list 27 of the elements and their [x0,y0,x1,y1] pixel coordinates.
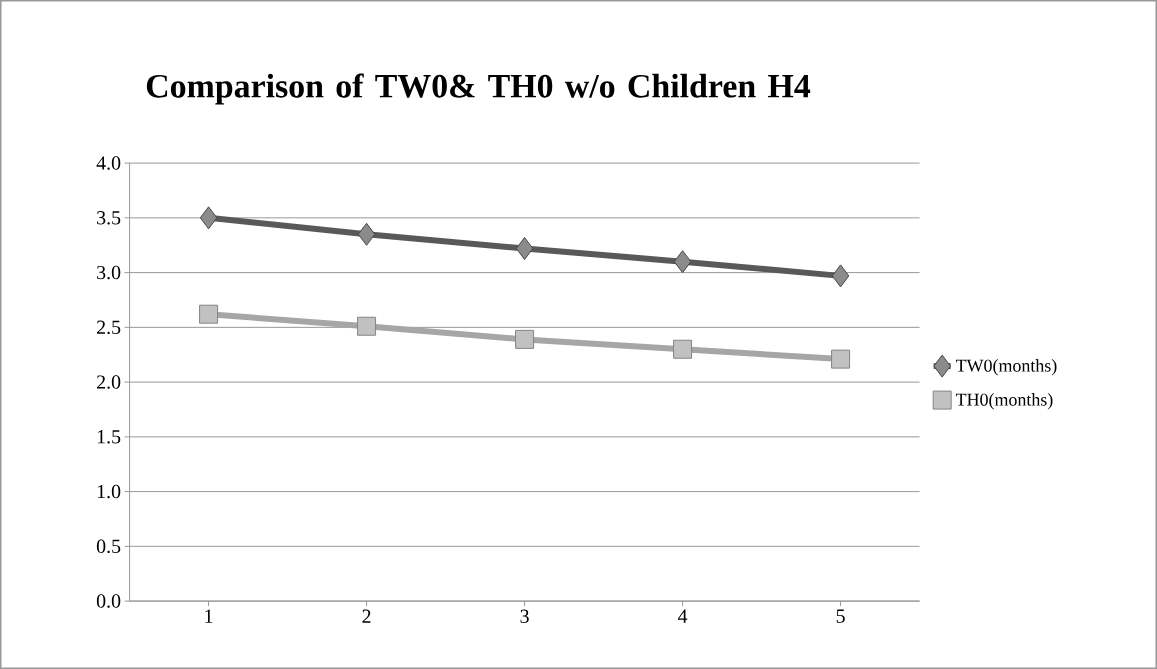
point [357,222,376,246]
point [673,250,692,274]
point [515,329,535,349]
y-tick-label: 0.5 [96,539,121,554]
point [673,339,693,359]
point [357,316,377,336]
y-tick-label: 2.0 [97,375,121,389]
x-tick-label: 3 [520,609,529,623]
x-tick-label: 2 [362,609,371,623]
point [831,264,850,288]
y-tick-label: 0.0 [96,594,121,608]
x-tick-label: 4 [677,609,688,623]
point [199,304,219,324]
y-tick-label: 2.5 [97,320,121,335]
point [831,349,851,369]
y-tick-label: 3.5 [97,211,121,225]
y-tick-label: 4.0 [96,156,121,170]
y-tick-label: 1.0 [97,484,121,499]
legend-label: TW0(months) [955,359,1057,376]
point [199,206,218,230]
y-tick-label: 1.5 [97,430,121,444]
x-tick-label: 1 [205,609,213,623]
x-tick-label: 5 [836,609,845,623]
y-tick-label: 3.0 [97,265,121,280]
legend-label: TH0(months) [955,393,1053,410]
chart-title: Comparison of TW0& TH0 w/o Children H4 [146,73,811,105]
point [515,237,534,260]
